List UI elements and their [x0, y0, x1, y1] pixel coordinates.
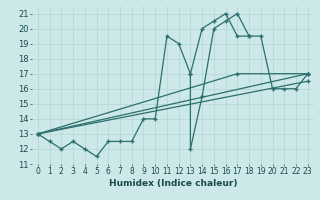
X-axis label: Humidex (Indice chaleur): Humidex (Indice chaleur): [108, 179, 237, 188]
